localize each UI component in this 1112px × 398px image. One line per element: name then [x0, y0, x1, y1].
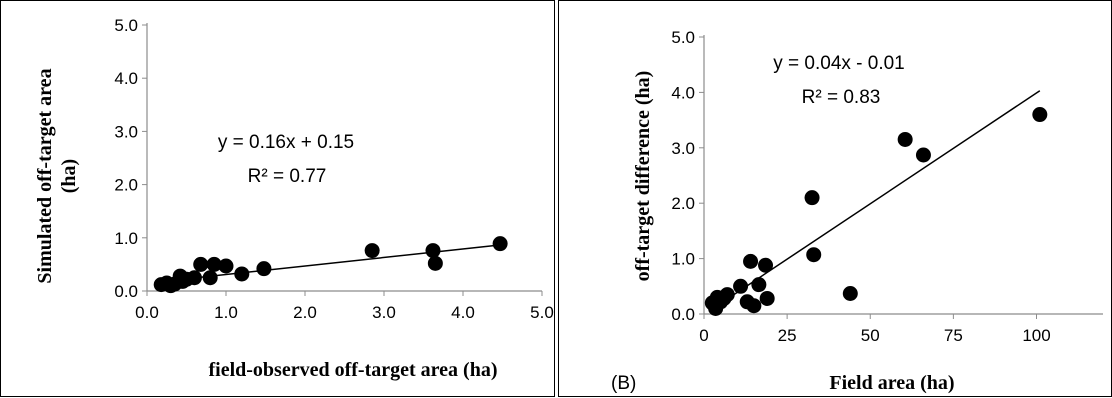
- x-tick-label: 25: [778, 326, 797, 345]
- x-axis-title: Field area (ha): [829, 372, 954, 394]
- trendline-annotation: R² = 0.83: [802, 87, 881, 108]
- trendline: [713, 90, 1041, 309]
- x-tick-label: 50: [861, 326, 880, 345]
- x-tick-label: 75: [944, 326, 963, 345]
- data-point: [186, 270, 202, 286]
- data-point: [758, 257, 774, 273]
- trendline-annotation: y = 0.04x - 0.01: [773, 53, 905, 74]
- data-point: [218, 258, 234, 274]
- y-tick-label: 1.0: [671, 250, 695, 269]
- y-tick-label: 0.0: [114, 282, 138, 301]
- chart-a-panel: 0.0 1.0 2.0 3.0 4.0 5.0 0.0 1.0 2.0 3.0 4.0 5.0 y = …: [0, 0, 555, 397]
- y-axis-title: off-target difference (ha): [632, 71, 654, 282]
- data-point: [759, 290, 775, 306]
- y-tick-label: 5.0: [671, 28, 695, 47]
- data-point: [842, 286, 858, 302]
- data-point: [806, 247, 822, 263]
- x-tick-label: 2.0: [293, 303, 317, 322]
- data-point: [751, 277, 767, 293]
- data-point: [427, 255, 443, 271]
- data-point: [425, 243, 441, 259]
- trendline-annotation: R² = 0.77: [248, 166, 327, 187]
- y-axis-title: (ha): [58, 159, 80, 193]
- data-point: [202, 270, 218, 286]
- x-axis-title: field-observed off-target area (ha): [209, 359, 498, 381]
- panel-label: (B): [611, 373, 636, 394]
- x-tick-label: 3.0: [372, 303, 396, 322]
- y-tick-label: 4.0: [114, 69, 138, 88]
- y-tick-label: 1.0: [114, 229, 138, 248]
- data-point: [234, 266, 250, 282]
- data-point: [256, 261, 272, 277]
- data-point: [733, 278, 749, 294]
- x-tick-label: 100: [1022, 326, 1050, 345]
- x-tick-label: 0.0: [135, 303, 159, 322]
- y-tick-label: 0.0: [671, 305, 695, 324]
- x-tick-label: 5.0: [530, 303, 554, 322]
- chart-b-panel: 0.0 1.0 2.0 3.0 4.0 5.0 0 25 50 75 100 y = 0.04x - …: [558, 0, 1112, 397]
- data-point: [897, 131, 913, 147]
- data-point: [193, 256, 209, 272]
- data-point: [746, 298, 762, 314]
- y-tick-label: 5.0: [114, 16, 138, 35]
- y-tick-label: 3.0: [671, 139, 695, 158]
- y-axis-title: Simulated off-target area: [34, 68, 56, 283]
- data-point: [206, 256, 222, 272]
- y-tick-label: 2.0: [671, 194, 695, 213]
- trendline: [166, 244, 499, 282]
- y-tick-label: 2.0: [114, 176, 138, 195]
- y-tick-label: 4.0: [671, 83, 695, 102]
- x-tick-label: 0: [699, 326, 708, 345]
- chart-a: 0.0 1.0 2.0 3.0 4.0 5.0 0.0 1.0 2.0 3.0 4.0 5.0 y = …: [34, 16, 554, 381]
- data-point: [492, 236, 508, 252]
- data-point: [1032, 107, 1048, 123]
- data-point: [364, 243, 380, 259]
- y-tick-label: 3.0: [114, 122, 138, 141]
- data-point: [804, 190, 820, 206]
- trendline-annotation: y = 0.16x + 0.15: [218, 132, 354, 153]
- data-point: [743, 253, 759, 269]
- chart-b: 0.0 1.0 2.0 3.0 4.0 5.0 0 25 50 75 100 y = 0.04x - …: [611, 28, 1103, 394]
- x-tick-label: 4.0: [451, 303, 475, 322]
- data-point: [915, 147, 931, 163]
- x-tick-label: 1.0: [214, 303, 238, 322]
- data-point: [719, 287, 735, 303]
